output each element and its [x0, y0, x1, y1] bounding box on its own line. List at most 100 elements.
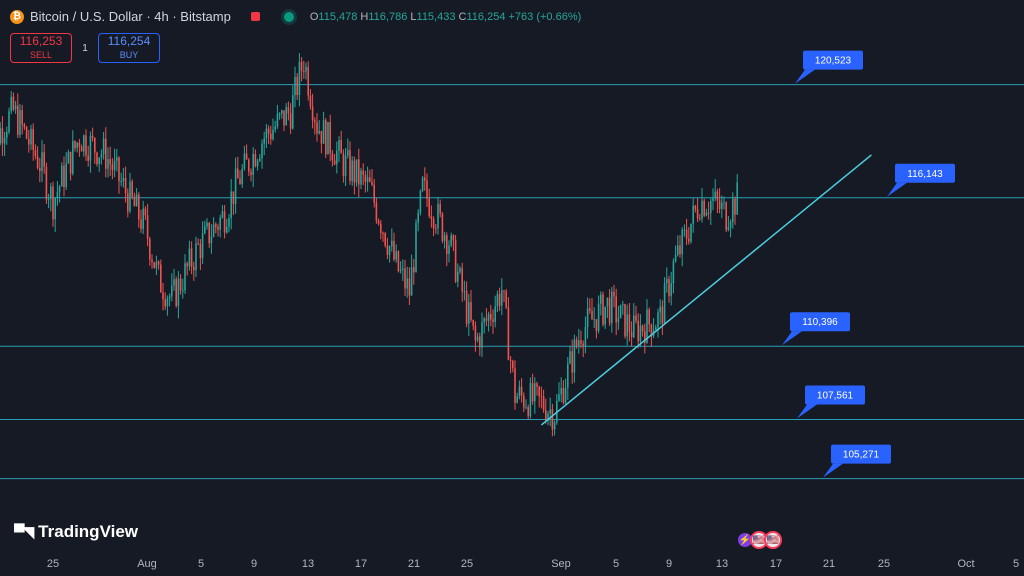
candle-body [644, 331, 646, 343]
candle-body [12, 96, 15, 110]
candle-body [553, 422, 556, 430]
candle-body [67, 151, 70, 164]
candle-body [705, 212, 708, 216]
candle-body [230, 191, 232, 219]
candle-body [688, 238, 690, 242]
candle-body [228, 218, 230, 227]
candle-body [732, 198, 734, 223]
level-label: 107,561 [817, 390, 854, 401]
candle-body [109, 159, 111, 165]
candle-body [155, 261, 158, 268]
x-tick-label: 13 [301, 558, 315, 570]
candle-body [562, 387, 565, 403]
candle-body [712, 198, 714, 201]
high-key: H [360, 10, 369, 23]
candle-body [78, 142, 81, 147]
level-callout[interactable] [895, 163, 955, 183]
candle-body [573, 339, 576, 373]
candle-body [393, 240, 395, 260]
x-tick-label: 25 [46, 558, 60, 570]
candle-body [560, 387, 562, 395]
candle-body [28, 138, 30, 145]
time-axis[interactable]: 25 Aug 5 9 13 17 21 25 Sep 5 9 13 17 21 25 Oct 5 [0, 555, 1024, 576]
candle-body [21, 110, 23, 125]
candle-body [428, 198, 430, 217]
tradingview-logo[interactable]: ▀◥ TradingView [14, 522, 138, 542]
order-quantity[interactable]: 1 [82, 42, 88, 54]
candle-body [8, 111, 10, 132]
candle-body [76, 142, 78, 148]
level-callout[interactable] [805, 385, 865, 405]
candle-body [483, 318, 485, 323]
candle-body [454, 240, 457, 282]
candle-body [380, 223, 382, 233]
bitcoin-icon[interactable]: ₿ [10, 9, 24, 24]
candle-body [443, 235, 446, 241]
candle-body [729, 222, 732, 228]
candle-body [725, 202, 727, 230]
candle-body [39, 167, 41, 172]
chart-header: ₿ Bitcoin / U.S. Dollar · 4h · Bitstamp … [0, 0, 1024, 32]
candle-body [232, 191, 235, 205]
candle-body [237, 168, 239, 179]
sell-button[interactable]: 116,253 SELL [10, 33, 72, 63]
candle-body [672, 261, 675, 284]
low-value: 115,433 [416, 10, 456, 23]
candle-body [120, 181, 122, 183]
candle-body [149, 238, 151, 260]
buy-button[interactable]: 116,254 BUY [98, 33, 160, 63]
candle-body [529, 383, 532, 417]
ohlc-readout: O115,478 H116,786 L115,433 C116,254 +763… [310, 11, 581, 23]
candle-body [465, 290, 468, 324]
candle-body [278, 113, 281, 115]
candle-body [197, 243, 199, 245]
candle-body [413, 267, 415, 273]
candle-body [305, 66, 307, 72]
market-closed-icon[interactable] [250, 12, 260, 21]
candle-body [681, 229, 683, 255]
candle-body [564, 387, 567, 403]
candle-body [382, 232, 384, 234]
candle-body [72, 141, 74, 174]
candle-body [459, 268, 461, 272]
callout-pointer [795, 69, 815, 84]
candle-body [397, 251, 400, 271]
candle-body [707, 212, 710, 214]
candle-body [391, 240, 393, 247]
level-callout[interactable] [831, 444, 891, 464]
candle-body [384, 233, 386, 246]
x-tick-label: 17 [354, 558, 368, 570]
candle-body [490, 314, 492, 320]
candle-body [140, 219, 142, 229]
candle-body [3, 137, 6, 144]
candle-body [250, 171, 252, 175]
trend-line[interactable] [540, 154, 872, 426]
candle-body [226, 226, 228, 233]
candle-body [206, 222, 208, 227]
candle-body [212, 224, 215, 237]
candle-body [575, 339, 578, 346]
candle-body [272, 129, 274, 140]
symbol-title[interactable]: Bitcoin / U.S. Dollar · 4h · Bitstamp [30, 9, 231, 24]
x-tick-label: Sep [551, 558, 571, 570]
candle-body [122, 178, 125, 182]
us-flag-icon[interactable]: 🇺🇸 [764, 531, 782, 549]
level-callout[interactable] [790, 312, 850, 332]
candle-body [512, 360, 514, 369]
candle-body [408, 278, 411, 296]
candle-body [421, 177, 424, 191]
candle-body [701, 200, 703, 219]
candle-body [201, 233, 204, 259]
candle-body [635, 315, 637, 321]
candle-body [628, 314, 631, 332]
candle-body [318, 130, 320, 134]
candle-body [58, 186, 61, 193]
candle-body [223, 211, 226, 233]
market-status-icon[interactable] [283, 11, 294, 22]
candle-body [668, 279, 670, 297]
level-callout[interactable] [803, 50, 863, 70]
candle-body [542, 396, 545, 411]
candle-body [215, 224, 217, 227]
